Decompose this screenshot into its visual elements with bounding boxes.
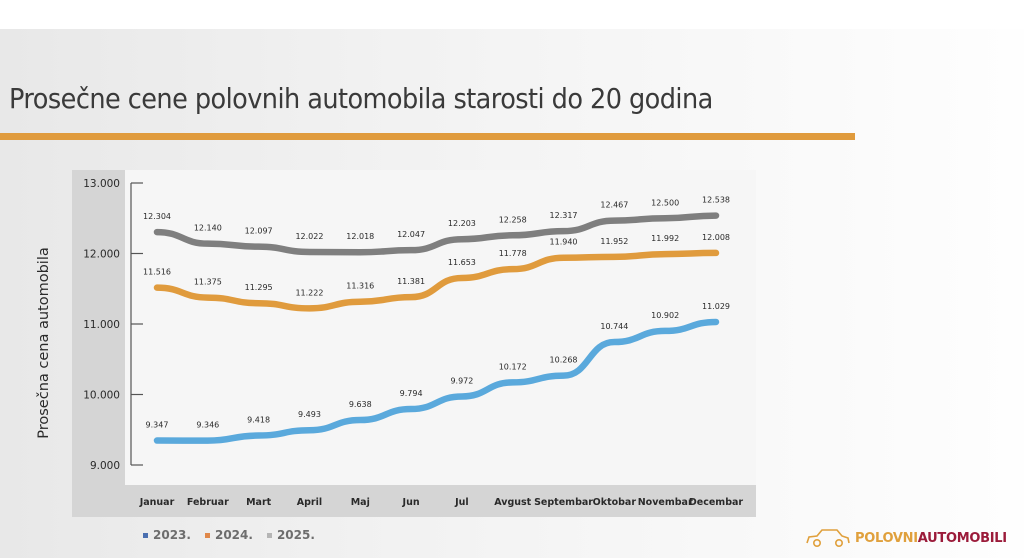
data-label: 10.172 xyxy=(499,362,527,371)
series-line-2024 xyxy=(153,249,720,312)
data-label: 11.653 xyxy=(448,258,476,267)
y-axis: 9.000 10.000 11.000 12.000 13.000 xyxy=(83,178,143,472)
data-label: 12.538 xyxy=(702,196,730,205)
x-tick-label: Maj xyxy=(351,497,370,508)
legend-label-2024: 2024. xyxy=(214,528,253,542)
logo-text-automobili: AUTOMOBILI xyxy=(917,530,1007,546)
legend-item-2024: 2024. xyxy=(204,528,253,542)
data-label: 11.992 xyxy=(651,234,679,243)
data-label: 12.258 xyxy=(499,215,527,224)
brand-logo: POLOVNI AUTOMOBILI xyxy=(805,528,1007,548)
x-tick-label: Decembar xyxy=(689,497,744,508)
data-labels: 9.347 9.346 9.418 9.493 9.638 9.794 9.972 10.17… xyxy=(143,196,730,430)
data-label: 11.952 xyxy=(600,237,628,246)
x-tick-label: Novembar xyxy=(638,497,693,508)
x-tick-label: Oktobar xyxy=(593,497,637,508)
data-label: 11.375 xyxy=(194,278,222,287)
page-title: Prosečne cene polovnih automobila staros… xyxy=(9,83,713,115)
x-tick-label: April xyxy=(297,497,322,508)
data-label: 12.203 xyxy=(448,219,476,228)
data-label: 9.794 xyxy=(400,389,423,398)
data-label: 10.268 xyxy=(550,356,578,365)
x-tick-label: Februar xyxy=(187,497,229,508)
x-tick-label: Avgust xyxy=(494,497,531,508)
data-label: 11.940 xyxy=(550,238,578,247)
x-tick-label: Jul xyxy=(454,497,469,508)
data-label: 11.295 xyxy=(245,283,273,292)
data-label: 9.972 xyxy=(450,376,473,385)
logo-text-polovni: POLOVNI xyxy=(855,530,918,546)
y-tick-label: 9.000 xyxy=(90,460,120,472)
x-tick-label: Januar xyxy=(139,497,175,508)
data-label: 9.347 xyxy=(146,421,169,430)
data-label: 11.029 xyxy=(702,302,730,311)
legend-item-2023: 2023. xyxy=(143,528,191,542)
data-label: 12.018 xyxy=(346,232,374,241)
legend-swatch-2024 xyxy=(204,532,210,538)
x-tick-label: Jun xyxy=(402,497,420,508)
series-lines xyxy=(153,212,720,444)
data-label: 10.902 xyxy=(651,311,679,320)
legend-label-2025: 2025. xyxy=(276,528,315,542)
data-label: 10.744 xyxy=(600,322,628,331)
data-label: 12.047 xyxy=(397,230,425,239)
series-line-2023 xyxy=(153,318,720,444)
y-tick-label: 12.000 xyxy=(83,249,120,261)
x-tick-label: Mart xyxy=(246,497,272,508)
y-tick-label: 10.000 xyxy=(83,390,120,402)
data-label: 11.381 xyxy=(397,277,425,286)
x-tick-label: Septembar xyxy=(534,497,593,508)
plot-area xyxy=(125,170,756,485)
data-label: 9.493 xyxy=(298,410,321,419)
data-label: 12.500 xyxy=(651,198,679,207)
data-label: 11.778 xyxy=(499,249,527,258)
legend: 2023. 2024. 2025. xyxy=(143,528,315,542)
data-label: 12.304 xyxy=(143,212,171,221)
data-label: 12.140 xyxy=(194,224,222,233)
data-label: 11.516 xyxy=(143,268,171,277)
data-label: 9.418 xyxy=(247,416,270,425)
x-axis-labels: Januar Februar Mart April Maj Jun Jul Avgust Sep… xyxy=(139,497,744,508)
data-label: 9.346 xyxy=(196,421,219,430)
legend-swatch-2025 xyxy=(266,532,272,538)
data-label: 12.022 xyxy=(295,232,323,241)
car-outline-icon xyxy=(806,529,850,548)
legend-item-2025: 2025. xyxy=(266,528,315,542)
data-label: 12.008 xyxy=(702,233,730,242)
data-label: 12.317 xyxy=(550,211,578,220)
y-tick-label: 13.000 xyxy=(83,178,120,190)
y-tick-label: 11.000 xyxy=(83,319,120,331)
legend-label-2023: 2023. xyxy=(153,528,191,542)
series-line-2025 xyxy=(153,212,720,256)
data-label: 11.222 xyxy=(295,288,323,297)
legend-swatch-2023 xyxy=(143,532,148,538)
data-label: 12.097 xyxy=(245,227,273,236)
data-label: 11.316 xyxy=(346,282,374,291)
data-label: 12.467 xyxy=(600,201,628,210)
title-underline xyxy=(0,133,855,140)
data-label: 9.638 xyxy=(349,400,372,409)
